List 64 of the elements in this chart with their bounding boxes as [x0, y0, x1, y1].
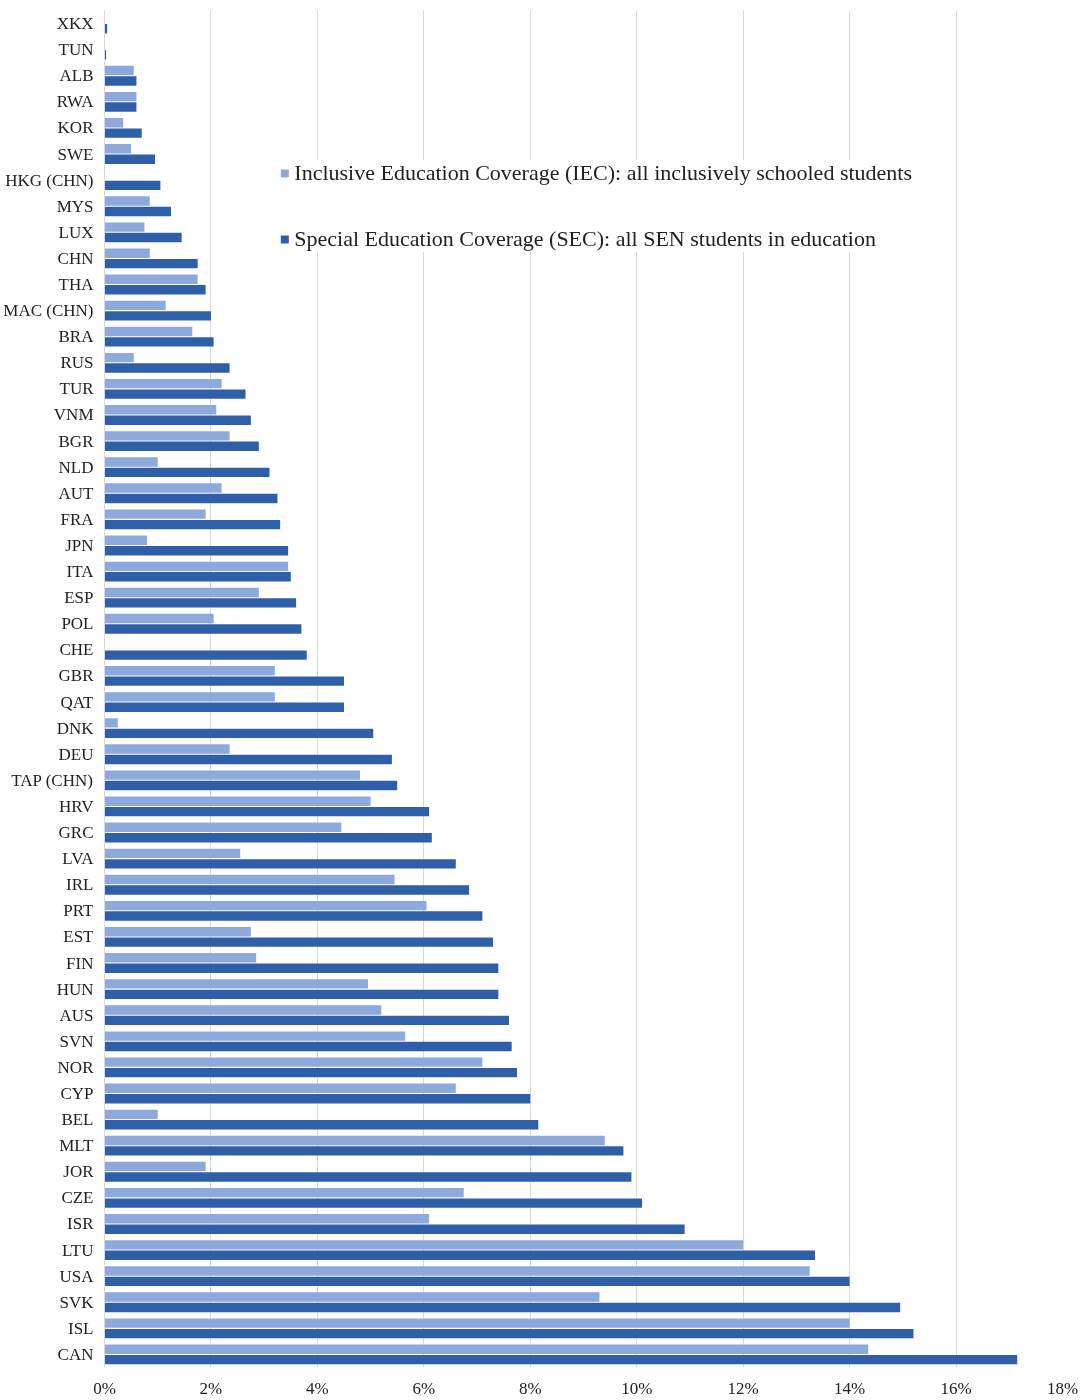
- y-tick-label: GBR: [58, 666, 95, 686]
- y-tick-label: CYP: [60, 1083, 94, 1103]
- y-tick-label: POL: [61, 614, 94, 634]
- x-tick-label: 2%: [199, 1378, 223, 1398]
- y-tick-label: SVK: [59, 1292, 95, 1312]
- x-tick-label: 18%: [1046, 1378, 1079, 1398]
- y-tick-label: GRC: [58, 823, 94, 843]
- y-tick-label: KOR: [57, 118, 95, 138]
- y-tick-label: QAT: [60, 692, 95, 712]
- y-tick-label: ISR: [67, 1214, 95, 1234]
- y-tick-label: ESP: [64, 588, 94, 608]
- y-tick-label: IRL: [66, 875, 94, 895]
- x-tick-label: 4%: [306, 1378, 329, 1398]
- y-tick-label: TAP (CHN): [11, 770, 93, 790]
- x-tick-label: 12%: [727, 1378, 759, 1398]
- y-tick-label: RWA: [56, 92, 95, 112]
- y-tick-label: SVN: [59, 1031, 94, 1051]
- x-tick-label: 6%: [412, 1378, 436, 1398]
- y-tick-label: FRA: [60, 509, 95, 529]
- y-tick-label: XKX: [56, 14, 94, 34]
- x-tick-label: 0%: [93, 1378, 116, 1398]
- x-tick-label: 8%: [518, 1378, 542, 1398]
- y-tick-label: MLT: [59, 1136, 95, 1156]
- x-tick-label: 14%: [834, 1378, 866, 1398]
- y-tick-label: NOR: [57, 1057, 95, 1077]
- y-tick-label: PRT: [63, 901, 95, 921]
- x-tick-label: 10%: [621, 1378, 653, 1398]
- y-tick-label: AUT: [58, 483, 95, 503]
- y-tick-label: SWE: [57, 144, 94, 164]
- y-tick-label: BGR: [58, 431, 95, 451]
- y-tick-label: MAC (CHN): [3, 301, 94, 321]
- y-tick-label: BEL: [61, 1110, 94, 1130]
- y-tick-label: BRA: [58, 327, 95, 347]
- y-tick-label: EST: [63, 927, 95, 947]
- legend-label: Special Education Coverage (SEC): all SEN students in education: [294, 226, 876, 252]
- y-tick-label: JPN: [65, 535, 94, 555]
- y-tick-label: HRV: [58, 796, 95, 816]
- y-tick-label: THA: [58, 275, 95, 295]
- y-tick-label: VNM: [53, 405, 94, 425]
- legend-label: Inclusive Education Coverage (IEC): all inclusively schooled students: [294, 160, 912, 186]
- y-tick-label: TUN: [58, 40, 94, 60]
- y-tick-label: LUX: [58, 222, 94, 242]
- y-tick-label: ITA: [66, 562, 95, 582]
- y-tick-label: NLD: [58, 457, 94, 477]
- y-tick-label: LVA: [62, 849, 95, 869]
- y-tick-label: MYS: [56, 196, 94, 216]
- y-tick-label: CHE: [59, 640, 94, 660]
- y-tick-label: FIN: [66, 953, 94, 973]
- y-tick-label: ALB: [59, 66, 94, 86]
- y-tick-label: JOR: [63, 1162, 95, 1182]
- y-tick-label: DNK: [56, 718, 95, 738]
- x-tick-label: 16%: [940, 1378, 972, 1398]
- y-tick-label: RUS: [60, 353, 94, 373]
- y-tick-label: LTU: [62, 1240, 94, 1260]
- y-tick-label: DEU: [58, 744, 94, 764]
- y-tick-label: USA: [59, 1266, 95, 1286]
- y-tick-label: HKG (CHN): [5, 170, 94, 190]
- y-tick-label: ISL: [68, 1318, 94, 1338]
- y-tick-label: HUN: [56, 979, 94, 999]
- y-tick-label: CZE: [61, 1188, 94, 1208]
- y-tick-label: AUS: [59, 1005, 94, 1025]
- y-tick-label: CAN: [57, 1344, 94, 1364]
- y-tick-label: TUR: [59, 379, 95, 399]
- y-tick-label: CHN: [57, 248, 94, 268]
